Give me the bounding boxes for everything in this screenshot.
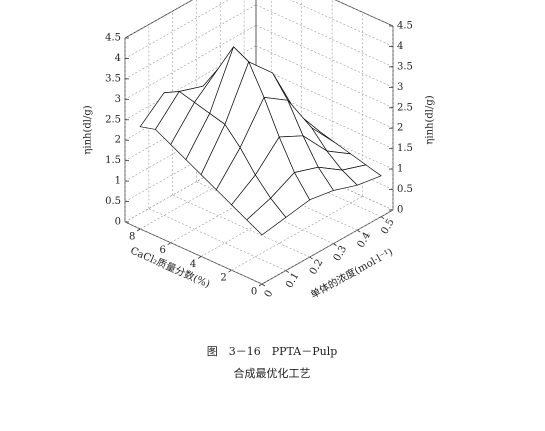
grid-line — [289, 0, 394, 47]
z-tick-label: 1.5 — [397, 143, 413, 154]
surface-cell — [246, 197, 287, 236]
y-tick-label: 0.3 — [332, 244, 349, 263]
z-tick-label: 2.5 — [105, 114, 121, 125]
grid-line — [255, 45, 394, 109]
grid-line — [231, 195, 363, 271]
x-tick-label: 6 — [159, 245, 165, 256]
x-tick-label: 4 — [190, 259, 196, 270]
caption2: 合成最优化工艺 — [234, 366, 311, 380]
y-tick-label: 0.2 — [308, 257, 325, 276]
tick-mark — [285, 270, 290, 273]
caption: 图 3－16 PPTA－Pulp — [207, 345, 338, 358]
x-axis-label: CaCl₂质量分数(%) — [129, 244, 213, 291]
y-tick-label: 0.4 — [356, 231, 373, 250]
y-tick-label: 0.1 — [284, 271, 301, 290]
grid-line — [255, 65, 394, 129]
z-tick-label: 3.5 — [105, 73, 121, 84]
grid-line — [334, 0, 394, 27]
z-tick-label: 4 — [397, 41, 403, 52]
axis-line — [334, 0, 394, 27]
grid-line — [148, 208, 286, 271]
grid-line — [255, 4, 394, 68]
z-tick-label: 0 — [397, 205, 403, 216]
axis-line — [261, 209, 394, 285]
grid-line — [124, 4, 257, 80]
y-tick-label: 0.5 — [379, 217, 396, 236]
grid-line — [172, 194, 310, 258]
z-tick-label: 1 — [397, 164, 403, 175]
z-axis-label: ηinh(dl/g) — [425, 95, 436, 144]
z-tick-label: 0.5 — [397, 184, 413, 195]
x-tick-label: 8 — [129, 231, 135, 242]
tick-mark — [380, 216, 385, 220]
z-tick-label: 4.5 — [397, 21, 413, 32]
tick-mark — [197, 256, 202, 259]
grid-line — [124, 0, 230, 59]
z-tick-label: 2.5 — [397, 102, 413, 113]
tick-mark — [309, 256, 313, 260]
y-axis-label: 单体的浓度(mol·l⁻¹) — [308, 245, 395, 301]
z-tick-label: 2 — [115, 135, 121, 146]
z-tick-label: 3.5 — [397, 61, 413, 72]
tick-mark — [167, 242, 171, 245]
x-tick-label: 0 — [251, 287, 257, 298]
z-tick-label: 2 — [397, 123, 403, 134]
x-tick-label: 2 — [220, 273, 226, 284]
grid-line — [124, 221, 263, 285]
z-tick-label: 0.5 — [105, 196, 121, 207]
tick-mark — [258, 283, 263, 287]
z-tick-label: 3 — [397, 82, 403, 93]
grid-line — [124, 25, 257, 100]
grid-line — [124, 0, 193, 39]
tick-mark — [261, 283, 266, 287]
axis-line — [124, 0, 194, 39]
z-tick-label: 1 — [115, 176, 121, 187]
z-axis-label: ηinh(dl/g) — [83, 105, 94, 154]
z-tick-label: 3 — [115, 94, 121, 105]
z-tick-label: 4 — [115, 53, 121, 64]
tick-mark — [357, 229, 361, 233]
y-tick-label: 0 — [263, 288, 276, 299]
z-tick-label: 1.5 — [105, 155, 121, 166]
tick-mark — [228, 269, 232, 273]
tick-mark — [137, 228, 141, 232]
z-tick-label: 0 — [115, 217, 121, 228]
tick-mark — [333, 243, 337, 246]
z-tick-label: 4.5 — [105, 33, 121, 44]
grid-line — [255, 25, 394, 88]
grid-line — [261, 209, 394, 285]
